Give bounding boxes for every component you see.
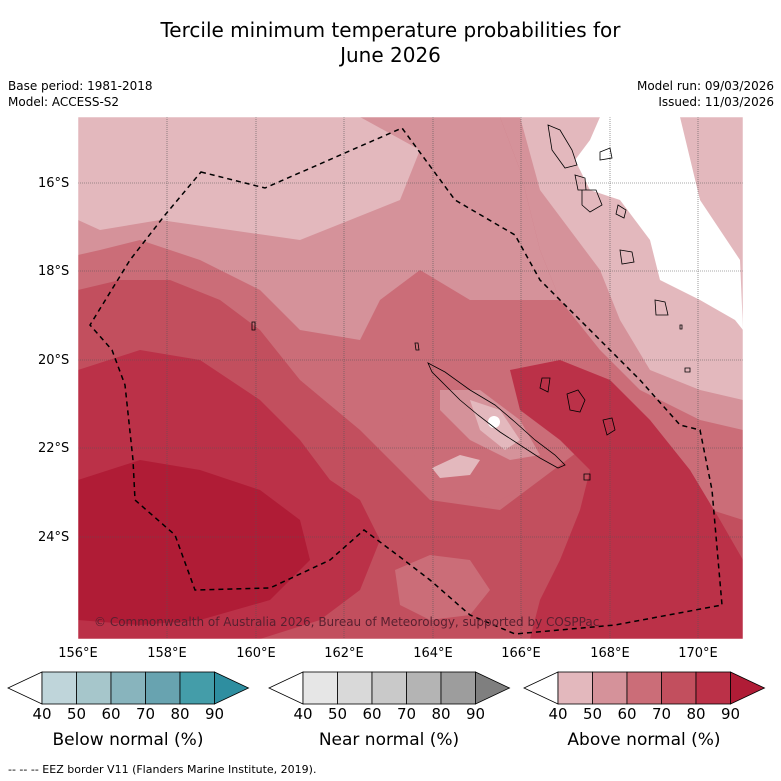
below-normal-tick-label: 50 [66, 705, 87, 723]
below-normal-colorbar-segment [145, 671, 181, 705]
near-normal-tick-label: 40 [293, 705, 313, 723]
base-period: Base period: 1981-2018 [8, 79, 153, 93]
above-normal-colorbar-max-triangle [730, 671, 766, 705]
near-normal-colorbar-min-triangle [268, 671, 304, 705]
near-normal-colorbar-segment [302, 671, 338, 705]
meta-left: Base period: 1981-2018 Model: ACCESS-S2 [8, 78, 153, 110]
above-normal-colorbar-segment [592, 671, 628, 705]
new-caledonia-coast [427, 362, 566, 469]
field-40-50-northwest [78, 117, 420, 240]
lon-label-158e: 158°E [147, 646, 187, 661]
below-normal-colorbar-segment [179, 671, 215, 705]
meta-right: Model run: 09/03/2026 Issued: 11/03/2026 [637, 78, 774, 110]
near-normal-colorbar-segment [337, 671, 373, 705]
model-name: Model: ACCESS-S2 [8, 95, 120, 109]
issued-date: Issued: 11/03/2026 [658, 95, 774, 109]
lat-label-24s: 24°S [38, 530, 70, 545]
above-normal-tick-label: 90 [720, 705, 741, 723]
below-normal-tick-label: 60 [101, 705, 121, 723]
lon-label-164e: 164°E [413, 646, 453, 661]
above-normal-colorbar-segment [626, 671, 662, 705]
near-normal-label: Near normal (%) [318, 730, 460, 750]
copyright-notice: © Commonwealth of Australia 2026, Bureau… [94, 615, 600, 629]
below-normal-colorbar-min-triangle [7, 671, 43, 705]
lon-label-170e: 170°E [678, 646, 718, 661]
below-normal-tick-label: 80 [170, 705, 190, 723]
above-normal-colorbar-segment [557, 671, 593, 705]
field-below-40-east [575, 117, 743, 330]
lat-label-22s: 22°S [38, 441, 70, 456]
near-normal-colorbar-segment [406, 671, 442, 705]
near-normal-tick-label: 80 [431, 705, 451, 723]
field-60-70-south [395, 555, 490, 620]
near-normal-tick-label: 60 [362, 705, 382, 723]
title-line-2: June 2026 [340, 43, 441, 67]
field-below-40-spot [488, 416, 500, 428]
lon-label-166e: 166°E [501, 646, 541, 661]
field-80-90-southeast [510, 360, 743, 639]
below-normal-tick-label: 40 [32, 705, 52, 723]
above-normal-tick-label: 70 [651, 705, 672, 723]
lon-label-168e: 168°E [590, 646, 630, 661]
near-normal-tick-label: 50 [327, 705, 348, 723]
below-normal-label: Below normal (%) [52, 730, 204, 750]
below-normal-tick-label: 70 [135, 705, 156, 723]
colorbars [7, 671, 766, 705]
below-normal-tick-label: 90 [204, 705, 225, 723]
above-normal-colorbar-segment [695, 671, 731, 705]
below-normal-colorbar-segment [110, 671, 146, 705]
eez-border [89, 127, 723, 635]
coastlines [251, 124, 691, 481]
below-normal-colorbar-segment [41, 671, 77, 705]
gridlines [78, 117, 743, 639]
small-islands-coast [251, 321, 683, 481]
near-normal-colorbar-max-triangle [475, 671, 511, 705]
lat-label-18s: 18°S [38, 264, 70, 279]
model-run: Model run: 09/03/2026 [636, 79, 774, 93]
map-title: Tercile minimum temperature probabilitie… [0, 18, 781, 68]
near-normal-colorbar-segment [371, 671, 407, 705]
probability-field [78, 117, 743, 639]
eez-footer: -- -- -- EEZ border V11 (Flanders Marine… [8, 763, 317, 776]
near-normal-tick-label: 70 [396, 705, 417, 723]
lon-label-156e: 156°E [58, 646, 98, 661]
near-normal-tick-label: 90 [465, 705, 486, 723]
lat-label-16s: 16°S [38, 176, 70, 191]
above-normal-colorbar-min-triangle [523, 671, 559, 705]
below-normal-colorbar-max-triangle [214, 671, 250, 705]
lat-label-20s: 20°S [38, 353, 70, 368]
above-normal-tick-label: 40 [548, 705, 568, 723]
above-normal-colorbar-segment [661, 671, 697, 705]
below-normal-colorbar-segment [76, 671, 112, 705]
lon-label-160e: 160°E [236, 646, 276, 661]
vanuatu-coast [547, 124, 691, 373]
above-normal-tick-label: 50 [582, 705, 603, 723]
near-normal-colorbar-segment [440, 671, 476, 705]
above-normal-tick-label: 80 [686, 705, 706, 723]
loyalty-islands-coast [539, 377, 616, 436]
above-normal-label: Above normal (%) [567, 730, 721, 750]
title-line-1: Tercile minimum temperature probabilitie… [160, 18, 621, 42]
above-normal-tick-label: 60 [617, 705, 637, 723]
lon-label-162e: 162°E [324, 646, 364, 661]
map-frame [77, 116, 744, 640]
